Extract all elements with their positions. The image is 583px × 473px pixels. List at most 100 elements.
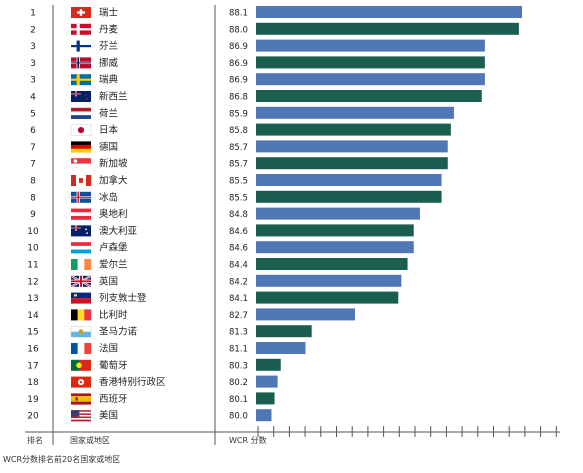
flag-part	[71, 163, 91, 170]
country-label: 新西兰	[99, 91, 128, 103]
rank-label: 4	[30, 93, 36, 103]
bar	[256, 73, 485, 86]
value-label: 85.7	[229, 160, 248, 170]
flag-part	[71, 416, 91, 419]
value-label: 85.5	[229, 177, 248, 187]
country-label: 瑞士	[99, 7, 119, 19]
value-label: 81.3	[229, 328, 248, 338]
belgium-flag-icon	[71, 309, 92, 321]
country-label: 瑞典	[99, 74, 119, 86]
country-column-label: 国家或地区	[70, 435, 110, 445]
chart-rows: 1 瑞士 88.1 2 丹麦 88.0 3 芬兰 86.9 3 挪威 86.9 3 瑞典 86.9 4 新西兰 8…	[27, 6, 522, 422]
rank-label: 6	[30, 126, 36, 136]
value-label: 84.4	[229, 261, 248, 271]
spain-flag-icon	[71, 393, 91, 405]
bar	[256, 342, 306, 354]
flag-part	[84, 259, 92, 270]
country-label: 德国	[99, 141, 118, 153]
flag-part	[74, 294, 77, 297]
rank-label: 17	[27, 361, 38, 371]
flag-part	[71, 419, 91, 422]
rank-label: 3	[30, 42, 36, 52]
switzerland-flag-icon	[71, 7, 91, 18]
flag-flower-center	[79, 381, 83, 384]
rank-label: 12	[27, 277, 38, 287]
flag-star	[86, 97, 88, 100]
flag-part	[71, 115, 91, 119]
flag-part	[71, 215, 91, 220]
liechtenstein-flag-icon	[71, 292, 91, 304]
flag-part	[71, 91, 91, 102]
new-zealand-flag-icon	[71, 91, 91, 102]
flag-part	[71, 401, 91, 405]
portugal-flag-icon	[71, 359, 91, 371]
flag-emblem	[76, 362, 82, 369]
flag-part	[71, 343, 78, 354]
flag-part	[71, 280, 91, 283]
san-marino-flag-icon	[70, 325, 92, 338]
singapore-flag-icon	[71, 158, 91, 170]
value-label: 85.7	[229, 143, 248, 153]
bar	[256, 6, 522, 18]
rank-label: 8	[30, 193, 36, 203]
bar	[256, 39, 485, 52]
flag-part	[71, 410, 91, 412]
bar	[256, 123, 451, 136]
united-states-flag-icon	[71, 410, 91, 422]
canada-flag-icon	[71, 175, 92, 186]
austria-flag-icon	[71, 208, 91, 220]
flag-part	[77, 259, 85, 270]
country-label: 冰岛	[99, 191, 118, 203]
value-label: 81.1	[229, 345, 248, 355]
flag-part	[77, 11, 85, 14]
chart-footnote: WCR分数排名前20名国家或地区	[3, 454, 120, 464]
rank-label: 7	[30, 143, 36, 153]
flag-part	[77, 309, 85, 321]
rank-label: 9	[30, 210, 36, 220]
flag-part	[86, 175, 92, 186]
flag-part	[71, 249, 91, 254]
flag-part	[71, 298, 91, 304]
value-label: 84.6	[229, 244, 248, 254]
country-label: 日本	[99, 124, 119, 136]
bar	[256, 140, 448, 153]
bar	[256, 90, 482, 102]
flag-part	[71, 111, 91, 116]
value-label: 80.3	[229, 361, 248, 371]
value-label: 84.8	[229, 210, 248, 220]
value-label: 80.0	[229, 412, 248, 422]
country-label: 澳大利亚	[99, 225, 138, 237]
bar	[256, 190, 442, 203]
x-axis-ticks	[257, 426, 557, 437]
flag-star	[85, 228, 87, 231]
rank-label: 5	[30, 109, 36, 119]
bar	[256, 274, 402, 287]
country-label: 香港特别行政区	[99, 376, 166, 388]
rank-label: 16	[27, 345, 39, 355]
flag-part	[75, 225, 77, 231]
country-label: 奥地利	[99, 208, 128, 220]
netherlands-flag-icon	[71, 107, 91, 119]
bar	[256, 325, 312, 338]
country-label: 爱尔兰	[99, 259, 128, 271]
rank-column-label: 排名	[27, 435, 43, 445]
hong-kong-flag-icon	[71, 376, 91, 388]
country-label: 挪威	[99, 57, 119, 69]
flag-part	[77, 343, 85, 354]
country-label: 法国	[99, 343, 118, 355]
value-label: 82.7	[229, 311, 248, 321]
bar	[256, 174, 442, 186]
rank-label: 8	[30, 177, 36, 187]
flag-part	[71, 196, 91, 198]
flag-sun	[77, 127, 85, 134]
value-label: 88.1	[229, 9, 248, 19]
flag-part	[71, 225, 91, 237]
flag-part	[71, 62, 91, 64]
country-label: 丹麦	[99, 23, 119, 35]
flag-part	[71, 245, 91, 250]
country-label: 列支敦士登	[99, 292, 147, 304]
france-flag-icon	[71, 343, 92, 354]
flag-part	[71, 410, 80, 417]
bar	[256, 258, 408, 270]
